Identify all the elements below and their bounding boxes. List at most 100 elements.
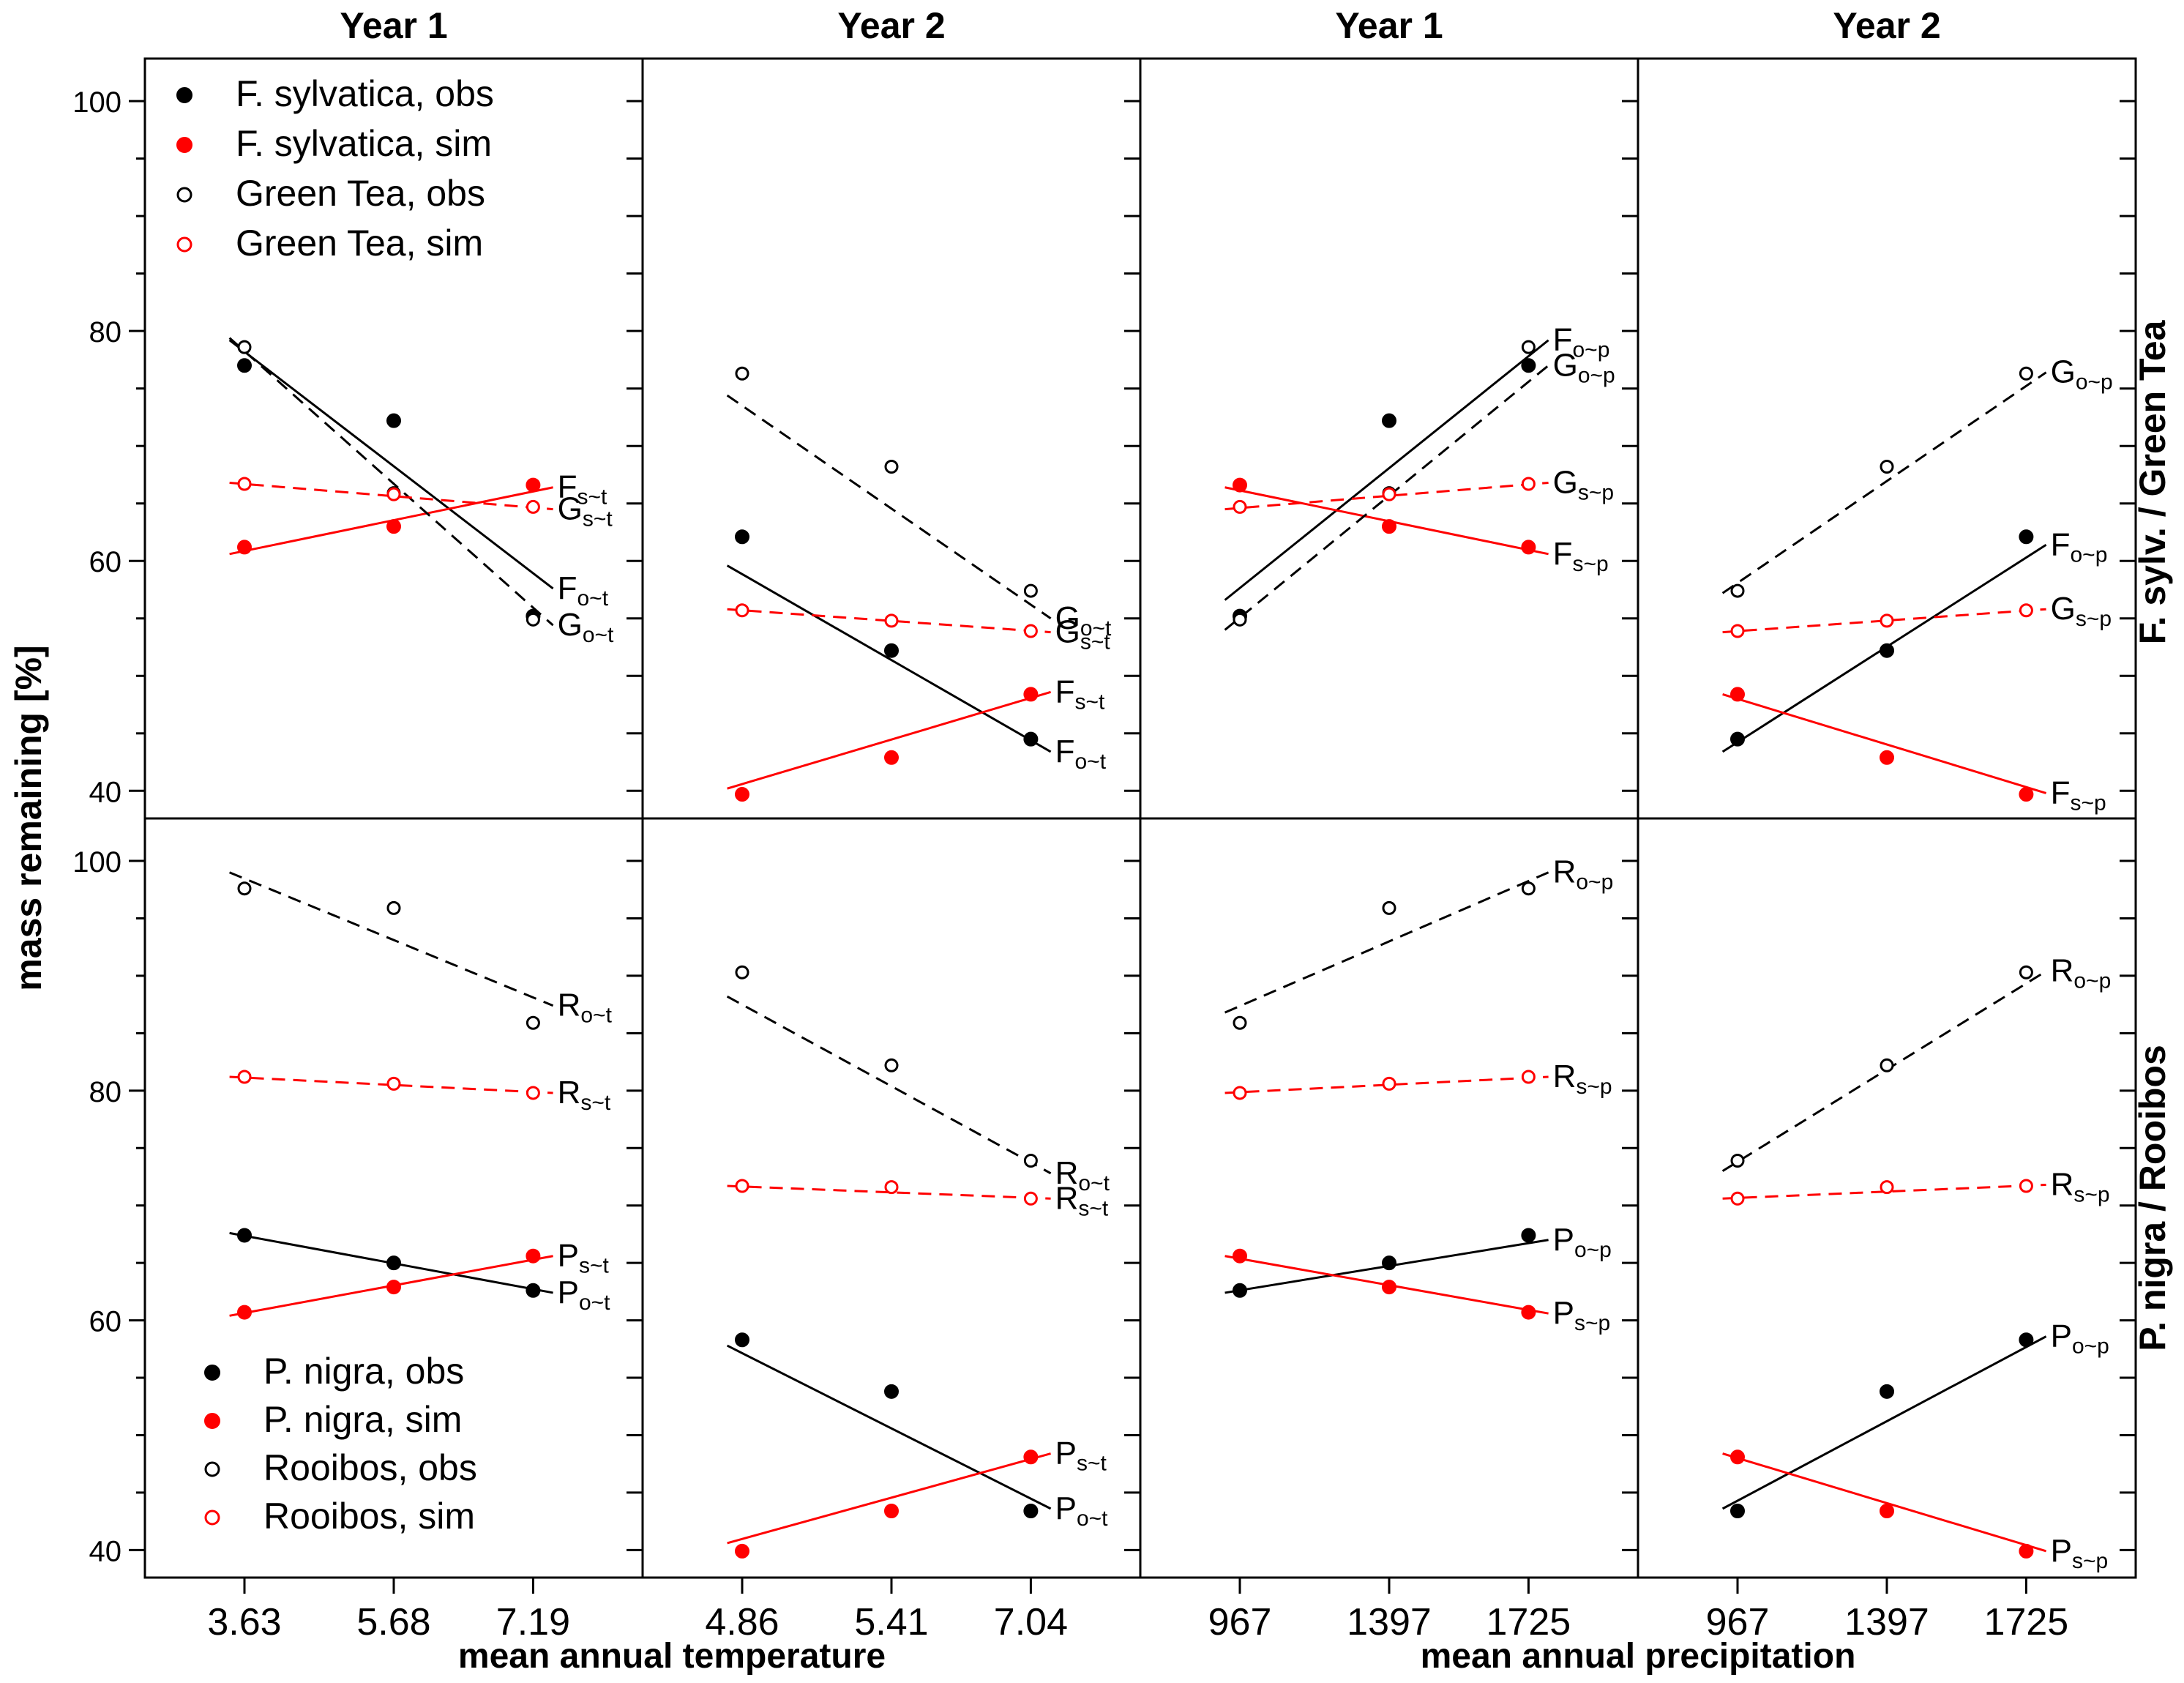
chart-marks: Fo~tFs~tGo~tGs~tFo~tFs~tGo~tGs~tFo~pFs~p… — [176, 73, 2113, 1573]
fit-line — [229, 1075, 553, 1094]
legend-marker — [176, 87, 192, 103]
data-point — [1730, 624, 1745, 638]
panel-0-0: Fo~t Fs~t Go~t Gs~t — [228, 337, 614, 647]
data-point — [735, 1179, 749, 1193]
x-tick-label: 7.04 — [994, 1601, 1068, 1643]
fit-label: Ps~t — [1055, 1436, 1107, 1476]
legend-label: Green Tea, sim — [236, 223, 483, 264]
legend-marker — [176, 236, 192, 253]
data-point — [526, 1248, 541, 1264]
data-point — [1730, 687, 1745, 702]
data-point — [2019, 1332, 2034, 1348]
fit-line — [1722, 693, 2047, 794]
fit-line — [726, 995, 1052, 1175]
fit-label: Ps~p — [2051, 1533, 2109, 1573]
data-point — [1023, 1191, 1038, 1206]
fit-line — [727, 690, 1052, 790]
legend-marker — [204, 1413, 220, 1429]
data-point — [1023, 1449, 1039, 1465]
y-tick-label: 100 — [72, 86, 121, 119]
fit-label: Po~p — [1553, 1222, 1612, 1262]
fit-line — [726, 394, 1052, 619]
x-tick-label: 5.41 — [854, 1601, 928, 1643]
y-axis-title: mass remaining [%] — [8, 645, 49, 990]
fit-line — [1722, 1452, 2047, 1553]
data-point — [2019, 366, 2033, 381]
data-point — [237, 340, 252, 354]
data-point — [1233, 477, 1247, 493]
fit-label: Ro~t — [1055, 1155, 1110, 1195]
fit-label: Fs~t — [1055, 673, 1105, 714]
fit-label: Go~p — [2051, 354, 2113, 395]
fit-label: Fo~p — [2051, 526, 2108, 567]
fit-line — [727, 1184, 1051, 1200]
data-point — [1382, 487, 1396, 501]
fit-label: Gs~t — [1055, 614, 1111, 654]
data-point — [1023, 583, 1038, 598]
data-point — [1880, 1504, 1894, 1519]
fit-line — [228, 339, 554, 590]
data-point — [386, 1076, 401, 1091]
fit-label: Gs~p — [1553, 464, 1614, 504]
data-point — [237, 358, 252, 373]
fit-line — [727, 608, 1051, 634]
y-tick-label: 80 — [89, 316, 122, 348]
data-point — [1730, 583, 1745, 598]
data-point — [1730, 1154, 1745, 1168]
legend-marker — [176, 137, 192, 153]
data-point — [884, 1058, 899, 1072]
fit-line — [1721, 371, 2047, 594]
data-point — [1521, 881, 1536, 896]
fit-line — [1224, 871, 1549, 1014]
data-point — [237, 1070, 252, 1084]
data-point — [884, 1180, 899, 1195]
data-point — [2019, 1543, 2034, 1559]
fit-label: Go~p — [1553, 347, 1615, 387]
data-point — [1023, 731, 1039, 747]
data-point — [237, 1305, 252, 1320]
data-point — [1233, 1086, 1247, 1100]
fit-label: Gs~t — [558, 491, 613, 531]
data-point — [526, 1086, 540, 1100]
data-point — [526, 499, 540, 514]
data-point — [1730, 731, 1745, 747]
fit-label: Rs~p — [1553, 1059, 1612, 1099]
legend-marker — [176, 187, 192, 203]
x-tick-label: 967 — [1208, 1601, 1272, 1643]
fit-line — [1722, 1183, 2046, 1200]
fit-label: Fo~t — [558, 570, 609, 611]
data-point — [1880, 1384, 1894, 1399]
data-point — [735, 1543, 749, 1559]
legend-label: Rooibos, obs — [263, 1447, 477, 1488]
fit-label: Fo~t — [1055, 734, 1107, 774]
fit-label: Fs~p — [1553, 536, 1609, 576]
data-point — [1023, 1154, 1038, 1168]
data-point — [237, 540, 252, 555]
fit-label: Po~t — [1055, 1490, 1109, 1531]
fit-label: Fs~t — [558, 469, 607, 510]
data-point — [2019, 787, 2034, 802]
fit-line — [229, 871, 554, 1007]
data-point — [1521, 358, 1536, 373]
fit-line — [1224, 1075, 1549, 1094]
legend-label: P. nigra, obs — [263, 1351, 464, 1392]
data-point — [1730, 1449, 1745, 1465]
fit-label: Po~t — [558, 1275, 611, 1315]
data-point — [1880, 1058, 1894, 1072]
data-point — [1382, 519, 1396, 534]
data-point — [526, 477, 541, 493]
data-point — [1880, 1180, 1894, 1195]
x-tick-label: 5.68 — [356, 1601, 430, 1643]
row-title: P. nigra / Rooibos — [2132, 1045, 2173, 1351]
fit-label: Ro~p — [2051, 953, 2112, 993]
x-axis-title: mean annual temperature — [458, 1637, 886, 1676]
data-point — [526, 612, 540, 627]
y-tick-label: 40 — [89, 776, 122, 808]
legend-marker — [204, 1510, 220, 1526]
panel-1-3: Po~p Ps~p Ro~p Rs~p — [1721, 953, 2112, 1573]
y-tick-label: 80 — [89, 1076, 122, 1108]
panel-1-2: Po~p Ps~p Ro~p Rs~p — [1224, 854, 1613, 1335]
panel-1-1: Po~t Ps~t Ro~tRs~t — [726, 965, 1110, 1559]
fit-label: Rs~t — [558, 1075, 611, 1115]
fit-line — [727, 1452, 1052, 1545]
